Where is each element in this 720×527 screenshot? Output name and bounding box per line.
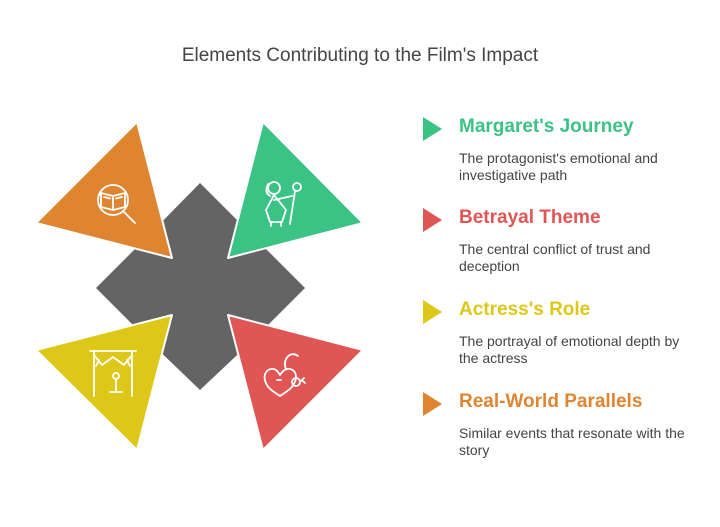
quadrant-bottom-right: [227, 314, 364, 451]
quadrant-top-right: [227, 121, 364, 259]
quadrant-bottom-left: [35, 314, 173, 451]
book-magnifier-icon: [97, 184, 136, 224]
item-description: The portrayal of emotional depth by the …: [459, 333, 680, 366]
triangle-yellow: [35, 314, 173, 451]
item-heading: Margaret's Journey: [459, 116, 634, 137]
triangle-orange: [35, 121, 173, 259]
diagram-title: Elements Contributing to the Film's Impa…: [181, 45, 539, 66]
triangle-marker-icon: [423, 392, 442, 416]
triangle-marker-icon: [423, 117, 442, 141]
triangle-marker-icon: [423, 300, 442, 324]
cross-diagram: [35, 121, 364, 451]
item-heading: Real-World Parallels: [459, 391, 643, 412]
quadrant-top-left: [35, 121, 173, 259]
item-description: Similar events that resonate with the st…: [459, 425, 685, 458]
person-with-staff-icon: [265, 181, 302, 227]
item-heading: Actress's Role: [459, 299, 591, 320]
triangle-marker-icon: [423, 208, 442, 232]
item-description: The central conflict of trust and decept…: [459, 241, 651, 274]
item-heading: Betrayal Theme: [459, 207, 601, 228]
heart-key-icon: [263, 353, 306, 397]
stage-spotlight-icon: [89, 350, 137, 397]
item-description: The protagonist's emotional and investig…: [459, 150, 658, 183]
